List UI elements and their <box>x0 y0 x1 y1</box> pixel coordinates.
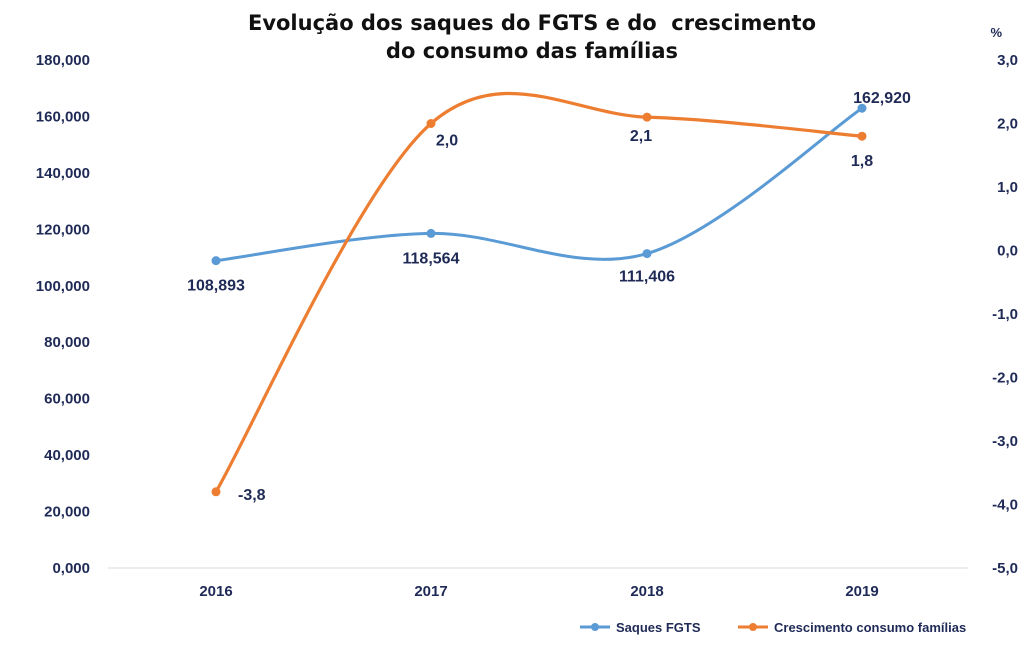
y-left-tick-label: 80,000 <box>44 334 90 351</box>
consumo-familias-point <box>211 487 221 497</box>
y-right-tick-label: -1,0 <box>992 306 1018 323</box>
y-left-tick-label: 180,000 <box>36 52 90 69</box>
consumo-familias-data-label: 2,1 <box>630 128 652 145</box>
consumo-familias-point <box>642 112 652 122</box>
saques-fgts-point <box>857 103 867 113</box>
y-right-unit-label: % <box>990 25 1002 40</box>
x-tick-label: 2017 <box>414 583 447 600</box>
y-left-tick-label: 160,000 <box>36 108 90 125</box>
y-left-tick-label: 100,000 <box>36 278 90 295</box>
y-right-tick-label: -5,0 <box>992 560 1018 577</box>
saques-fgts-point <box>642 249 652 259</box>
x-tick-label: 2019 <box>845 583 878 600</box>
consumo-familias-point <box>857 131 867 141</box>
consumo-familias-data-label: 1,8 <box>851 153 873 170</box>
saques-fgts-data-label: 162,920 <box>853 90 911 107</box>
saques-fgts-line <box>214 106 864 263</box>
legend-consumo-familias-marker <box>749 623 757 631</box>
saques-fgts-data-label: 108,893 <box>187 278 245 295</box>
y-right-tick-label: 3,0 <box>997 52 1018 69</box>
y-left-tick-label: 60,000 <box>44 391 90 408</box>
y-left-tick-label: 140,000 <box>36 165 90 182</box>
y-right-tick-label: -4,0 <box>992 497 1018 514</box>
y-left-tick-label: 20,000 <box>44 504 90 521</box>
y-left-tick-label: 120,000 <box>36 221 90 238</box>
legend-consumo-familias-label: Crescimento consumo famílias <box>774 620 966 635</box>
y-right-tick-label: 0,0 <box>997 243 1018 260</box>
consumo-familias-line <box>214 91 864 494</box>
y-left-tick-label: 0,000 <box>52 560 90 577</box>
y-right-tick-label: -2,0 <box>992 370 1018 387</box>
x-tick-label: 2018 <box>630 583 663 600</box>
saques-fgts-data-label: 118,564 <box>403 250 460 267</box>
saques-fgts-data-label: 111,406 <box>619 269 675 286</box>
y-right-tick-label: 2,0 <box>997 116 1018 133</box>
consumo-familias-data-label: -3,8 <box>238 487 266 504</box>
y-right-tick-label: -3,0 <box>992 433 1018 450</box>
consumo-familias-point <box>426 119 436 128</box>
legend-saques-fgts-label: Saques FGTS <box>616 620 701 635</box>
chart-title-line-2: do consumo das famílias <box>385 39 679 63</box>
x-tick-label: 2016 <box>199 583 232 600</box>
y-left-tick-label: 40,000 <box>44 447 90 464</box>
saques-fgts-point <box>211 256 221 266</box>
saques-fgts-point <box>426 228 436 238</box>
legend-saques-fgts-marker <box>591 623 599 631</box>
consumo-familias-data-label: 2,0 <box>436 133 458 150</box>
chart-title-line-1: Evolução dos saques do FGTS e do crescim… <box>247 11 817 35</box>
y-right-tick-label: 1,0 <box>997 179 1018 196</box>
